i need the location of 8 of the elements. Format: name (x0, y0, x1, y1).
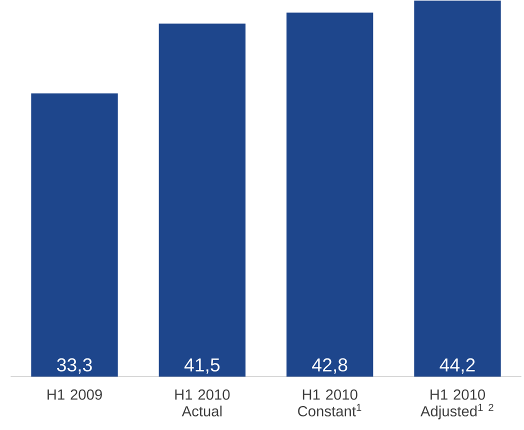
data-label: 42,8 (312, 358, 348, 374)
x-tick-label: H1 2010 Actual (175, 389, 230, 416)
x-tick-label: H1 2009 (48, 389, 102, 400)
data-label: 33,3 (57, 358, 92, 374)
x-tick-label: H1 2010 Constant$^{1}$ (298, 389, 362, 416)
data-label: 44,2 (440, 358, 475, 374)
data-label: 41,5 (184, 358, 220, 374)
x-tick-label: H1 2010 Adjusted$^{1 2}$ (420, 389, 494, 420)
